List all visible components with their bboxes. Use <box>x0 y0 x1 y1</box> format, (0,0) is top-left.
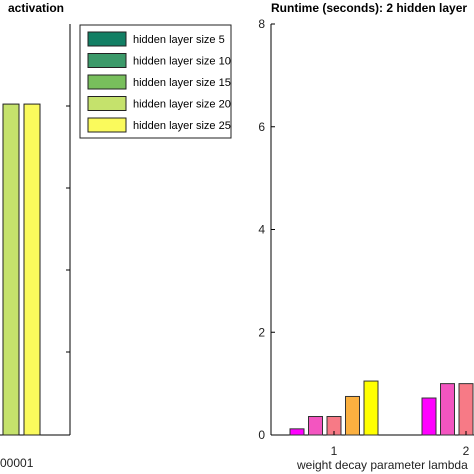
legend-label: hidden layer size 25 <box>133 120 231 132</box>
left-panel: activation 00001 <box>0 1 71 470</box>
legend-label: hidden layer size 10 <box>133 56 231 68</box>
right-bar <box>421 397 437 436</box>
legend-swatch <box>87 74 127 90</box>
left-bar <box>2 103 20 436</box>
right-bar <box>363 380 379 436</box>
right-bar <box>458 383 474 436</box>
right-ytick-label: 8 <box>258 17 265 31</box>
right-ytick-label: 0 <box>258 428 265 442</box>
right-bars-group <box>289 380 474 436</box>
left-x-tick-label: 00001 <box>0 456 34 470</box>
right-xtick-label: 2 <box>463 444 470 458</box>
legend: hidden layer size 5 hidden layer size 10 h… <box>79 24 232 139</box>
right-bar <box>345 395 360 436</box>
left-bar <box>23 103 41 436</box>
right-panel: Runtime (seconds): 2 hidden layer 02468 … <box>258 1 474 472</box>
left-chart-title: activation <box>8 1 64 15</box>
legend-swatch <box>87 53 127 68</box>
legend-swatch <box>87 31 127 47</box>
right-x-axis-label: weight decay parameter lambda <box>296 458 468 472</box>
right-bar <box>440 383 455 436</box>
legend-swatch <box>87 96 127 111</box>
right-ytick-label: 6 <box>258 120 265 134</box>
right-xtick-label: 1 <box>331 444 338 458</box>
legend-label: hidden layer size 20 <box>133 99 231 111</box>
legend-label: hidden layer size 5 <box>133 34 225 46</box>
legend-label: hidden layer size 15 <box>133 77 231 89</box>
legend-swatch <box>87 117 127 133</box>
right-y-ticks: 0 2 4 6 8 <box>258 17 275 442</box>
right-ytick-label: 2 <box>258 325 265 339</box>
right-chart-title: Runtime (seconds): 2 hidden layer <box>271 1 467 15</box>
left-bars-group <box>2 103 41 436</box>
right-ytick-label: 4 <box>258 223 265 237</box>
legend-entries: hidden layer size 5 hidden layer size 10 h… <box>87 31 231 133</box>
right-bar <box>289 428 305 436</box>
right-bar <box>308 416 323 436</box>
